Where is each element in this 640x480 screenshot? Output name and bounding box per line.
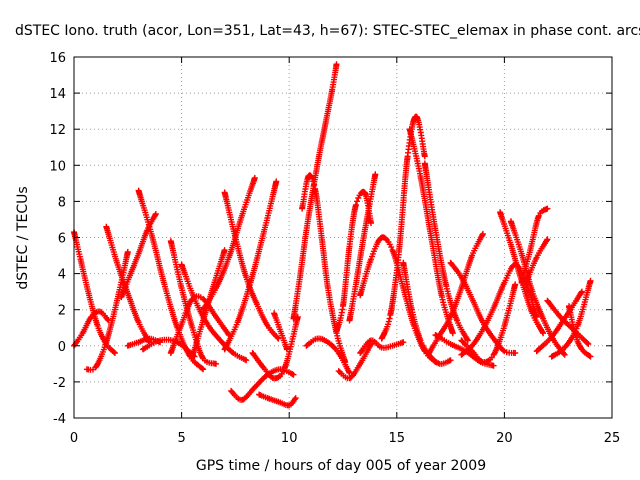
series-arc xyxy=(221,189,282,342)
x-tick-label: 10 xyxy=(281,431,298,446)
plus-markers xyxy=(522,236,551,286)
y-tick-label: 14 xyxy=(49,87,66,102)
x-tick-label: 15 xyxy=(389,431,406,446)
series-arc xyxy=(458,281,519,366)
series-arc xyxy=(447,259,519,356)
x-axis-label: GPS time / hours of day 005 of year 2009 xyxy=(196,458,486,474)
plus-markers xyxy=(566,303,594,360)
series-arc xyxy=(335,341,374,382)
y-tick-label: 10 xyxy=(49,159,66,174)
plus-markers xyxy=(103,223,153,346)
series-arc xyxy=(299,172,349,365)
series-arc xyxy=(249,313,301,382)
plus-markers xyxy=(335,341,374,382)
y-tick-label: -2 xyxy=(53,376,66,391)
plus-markers xyxy=(271,310,290,353)
plus-markers xyxy=(333,188,374,335)
chart-title: dSTEC Iono. truth (acor, Lon=351, Lat=43… xyxy=(15,23,640,39)
plus-markers xyxy=(256,391,299,409)
y-tick-label: 8 xyxy=(58,195,66,210)
series-arc xyxy=(357,337,407,356)
plus-markers xyxy=(346,171,379,324)
y-axis-label: dSTEC / TECUs xyxy=(15,186,31,289)
plus-markers xyxy=(426,230,486,356)
y-tick-label: 0 xyxy=(58,340,66,355)
x-tick-label: 5 xyxy=(177,431,185,446)
y-tick-label: 6 xyxy=(58,232,66,247)
series-arc xyxy=(566,303,594,360)
plus-markers xyxy=(406,126,456,337)
series-arc xyxy=(135,187,207,373)
plus-markers xyxy=(378,113,428,342)
series-arc xyxy=(346,171,379,324)
x-tick-label: 25 xyxy=(604,431,621,446)
series-arc xyxy=(333,188,374,335)
plus-markers xyxy=(299,172,349,365)
plus-markers xyxy=(290,61,340,322)
series-arc xyxy=(406,126,456,337)
plot-frame xyxy=(73,56,613,419)
plus-markers xyxy=(458,281,519,366)
series-arc xyxy=(290,61,340,322)
series-arc xyxy=(167,238,219,367)
data-points xyxy=(71,61,594,409)
plus-markers xyxy=(447,259,519,356)
axis-ticks: 0 5 10 15 20 25 -4 -2 0 2 4 6 8 10 12 14 16 xyxy=(49,51,620,446)
x-tick-label: 0 xyxy=(70,431,78,446)
plus-markers xyxy=(221,178,280,353)
series-arc xyxy=(522,236,551,286)
x-tick-label: 20 xyxy=(496,431,513,446)
series-arc xyxy=(303,335,353,376)
y-tick-label: 4 xyxy=(58,268,66,283)
series-arc xyxy=(221,178,280,353)
y-tick-label: 12 xyxy=(49,123,66,138)
plus-markers xyxy=(221,189,282,342)
y-tick-label: 16 xyxy=(49,51,66,66)
series-arc xyxy=(118,211,159,301)
plus-markers xyxy=(167,238,219,367)
y-tick-label: 2 xyxy=(58,304,66,319)
plus-markers xyxy=(249,313,301,382)
plus-markers xyxy=(135,187,207,373)
series-arc xyxy=(518,205,551,286)
plus-markers xyxy=(118,211,159,301)
y-tick-label: -4 xyxy=(53,412,66,427)
series-arc xyxy=(256,391,299,409)
series-arc xyxy=(103,223,153,346)
plus-markers xyxy=(357,337,407,356)
series-arc xyxy=(271,310,290,353)
plus-markers xyxy=(518,205,551,286)
series-arc xyxy=(426,230,486,356)
series-arc xyxy=(378,113,428,342)
plus-markers xyxy=(303,335,353,376)
